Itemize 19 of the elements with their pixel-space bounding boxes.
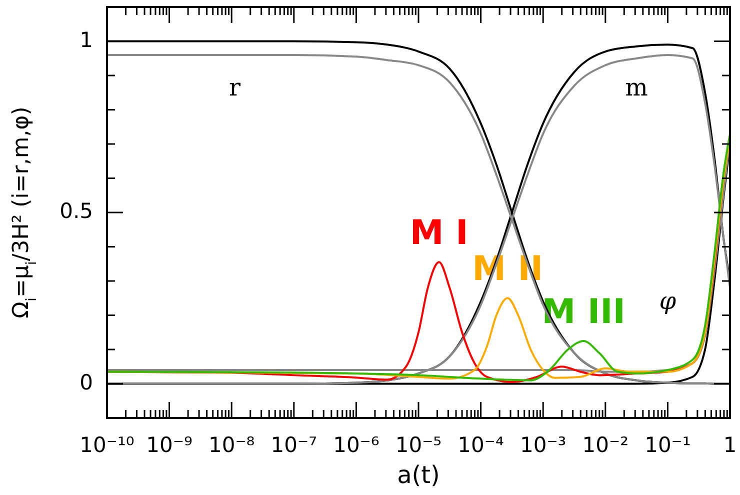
x-tick-label: 10⁻⁹	[146, 433, 192, 457]
x-tick-label: 10⁻⁸	[208, 433, 255, 457]
x-tick-label: 10⁻¹⁰	[80, 433, 134, 457]
series-label: M I	[410, 213, 468, 254]
x-tick-label: 10⁻⁵	[395, 433, 442, 457]
annotation: r	[228, 73, 241, 102]
annotation: φ	[659, 287, 676, 316]
x-tick-label: 10⁻¹	[644, 433, 691, 457]
x-tick-label: 10⁻³	[520, 433, 566, 457]
x-tick-label: 10⁻⁷	[270, 433, 318, 457]
y-tick-label: 0.5	[60, 199, 93, 224]
annotation: m	[625, 73, 648, 102]
x-tick-label: 10⁻²	[582, 433, 629, 457]
x-axis-title: a(t)	[397, 461, 440, 489]
y-tick-label: 1	[80, 28, 93, 52]
x-tick-label: 10⁻⁴	[458, 433, 504, 457]
y-tick-label: 0	[80, 370, 93, 394]
x-tick-label: 10⁻⁶	[333, 433, 380, 457]
x-tick-label: 1	[723, 433, 737, 457]
